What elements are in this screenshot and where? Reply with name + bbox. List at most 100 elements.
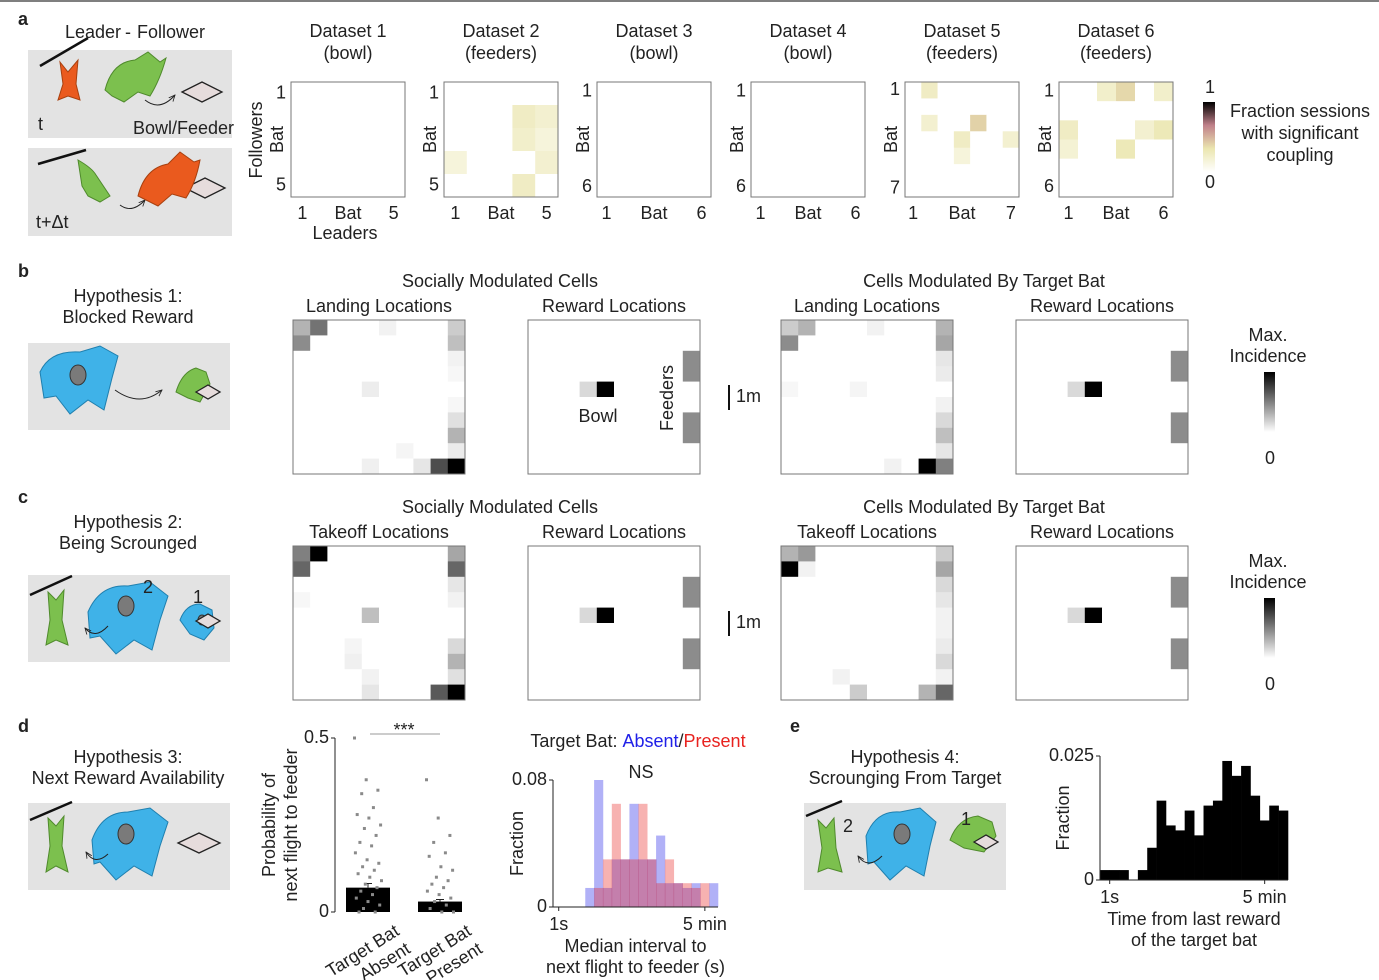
heatmap-cell: [359, 105, 383, 129]
heatmap-cell: [798, 350, 816, 367]
histogram-bar: [1278, 810, 1289, 880]
heatmap-cell: [935, 320, 954, 336]
heatmap-cell: [413, 669, 431, 685]
heatmap-cell: [489, 174, 513, 198]
heatmap-cell: [614, 653, 632, 670]
heatmap-cell: [937, 164, 955, 181]
heatmap-cell: [1170, 350, 1189, 367]
histogram-bar: [647, 859, 657, 907]
heatmap-cell: [616, 120, 636, 140]
heatmap-cell: [1119, 443, 1137, 459]
plot-frame: [596, 81, 712, 198]
heatmap-cell: [528, 623, 546, 639]
heatmap-cell: [935, 592, 954, 608]
heatmap-cell: [512, 82, 536, 106]
heatmap-cell: [648, 669, 666, 685]
y-tick-label: 6: [1044, 176, 1054, 196]
heatmap-cell: [1002, 98, 1020, 116]
heatmap-cell: [528, 458, 546, 475]
heatmap-cell: [1033, 412, 1051, 429]
heatmap-cell: [884, 592, 902, 608]
heatmap-cell: [654, 120, 674, 140]
heatmap-cell: [444, 151, 468, 175]
heatmap-cell: [935, 366, 954, 382]
heatmap-cell: [1050, 381, 1068, 398]
heatmap-cell: [970, 82, 987, 99]
heatmap-cell: [379, 366, 397, 382]
heatmap-cell: [986, 82, 1004, 99]
heatmap-cell: [614, 458, 632, 475]
heatmap-cell: [579, 397, 598, 413]
heatmap-cell: [1170, 684, 1189, 701]
y-axis-label: Bat: [420, 126, 440, 153]
heatmap-cell: [1097, 139, 1117, 159]
heatmap-cell: [665, 412, 684, 429]
heatmap-cell: [1119, 427, 1137, 444]
heatmap-cell: [781, 443, 799, 459]
heatmap-cell: [396, 458, 414, 475]
heatmap-cell: [648, 576, 666, 593]
heatmap-cell: [770, 120, 790, 140]
data-point: [368, 875, 372, 879]
heatmap-cell: [430, 381, 449, 398]
colorbar-tick-label: 0: [1265, 448, 1275, 468]
heatmap-cell: [1170, 653, 1189, 670]
heatmap-cell: [293, 684, 311, 701]
heatmap-cell: [545, 443, 563, 459]
heatmap-cell: [1170, 623, 1189, 639]
data-point: [448, 833, 452, 837]
heatmap-cell: [1170, 669, 1189, 685]
heatmap-cell: [1154, 158, 1174, 179]
data-point: [374, 833, 378, 837]
heatmap-cell: [918, 366, 937, 382]
histogram-bar: [664, 883, 675, 907]
heatmap-cell: [1102, 561, 1120, 578]
heatmap-cell: [293, 546, 311, 562]
heatmap-cell: [808, 139, 828, 159]
heatmap-cell: [1136, 320, 1154, 336]
data-point: [451, 868, 455, 872]
data-point: [378, 903, 382, 907]
heatmap-cell: [635, 82, 655, 102]
heatmap-cell: [654, 139, 674, 159]
heatmap-cell: [1084, 623, 1103, 639]
heatmap-cell: [935, 638, 954, 655]
heatmap-cell: [1050, 397, 1068, 413]
heatmap-cell: [1050, 592, 1068, 608]
heatmap-cell: [293, 653, 311, 670]
heatmap-cell: [310, 638, 328, 655]
heatmap-cell: [579, 561, 598, 578]
heatmap-cell: [815, 638, 833, 655]
heatmap-cell: [692, 177, 712, 198]
heatmap-cell: [1153, 592, 1172, 608]
heatmap-cell: [1102, 638, 1120, 655]
heatmap-cell: [361, 443, 380, 459]
heatmap-cell: [579, 653, 598, 670]
heatmap-cell: [631, 669, 649, 685]
panel-label: c: [18, 487, 28, 507]
heatmap-cell: [827, 101, 847, 121]
heatmap-cell: [682, 350, 701, 367]
heatmap-cell: [937, 98, 955, 116]
heatmap-cell: [1016, 412, 1034, 429]
heatmap-cell: [1170, 607, 1189, 624]
heatmap-cell: [344, 653, 363, 670]
heatmap-cell: [781, 427, 799, 444]
heatmap-cell: [654, 158, 674, 179]
heatmap-cell: [327, 653, 345, 670]
heatmap-cell: [1084, 638, 1103, 655]
hypothesis: Being Scrounged: [59, 533, 197, 553]
heatmap-cell: [579, 335, 598, 352]
heatmap-cell: [918, 412, 937, 429]
heatmap-cell: [528, 366, 546, 382]
legend-entry: Present: [684, 731, 746, 751]
heatmap-cell: [430, 684, 449, 701]
heatmap-cell: [466, 128, 490, 152]
heatmap-cell: [918, 607, 937, 624]
histogram-bar: [629, 803, 639, 907]
y-tick-label: 0: [537, 896, 547, 916]
heatmap-cell: [596, 320, 615, 336]
heatmap-cell: [648, 653, 666, 670]
heatmap-cell: [545, 320, 563, 336]
panel-label: d: [18, 716, 29, 736]
